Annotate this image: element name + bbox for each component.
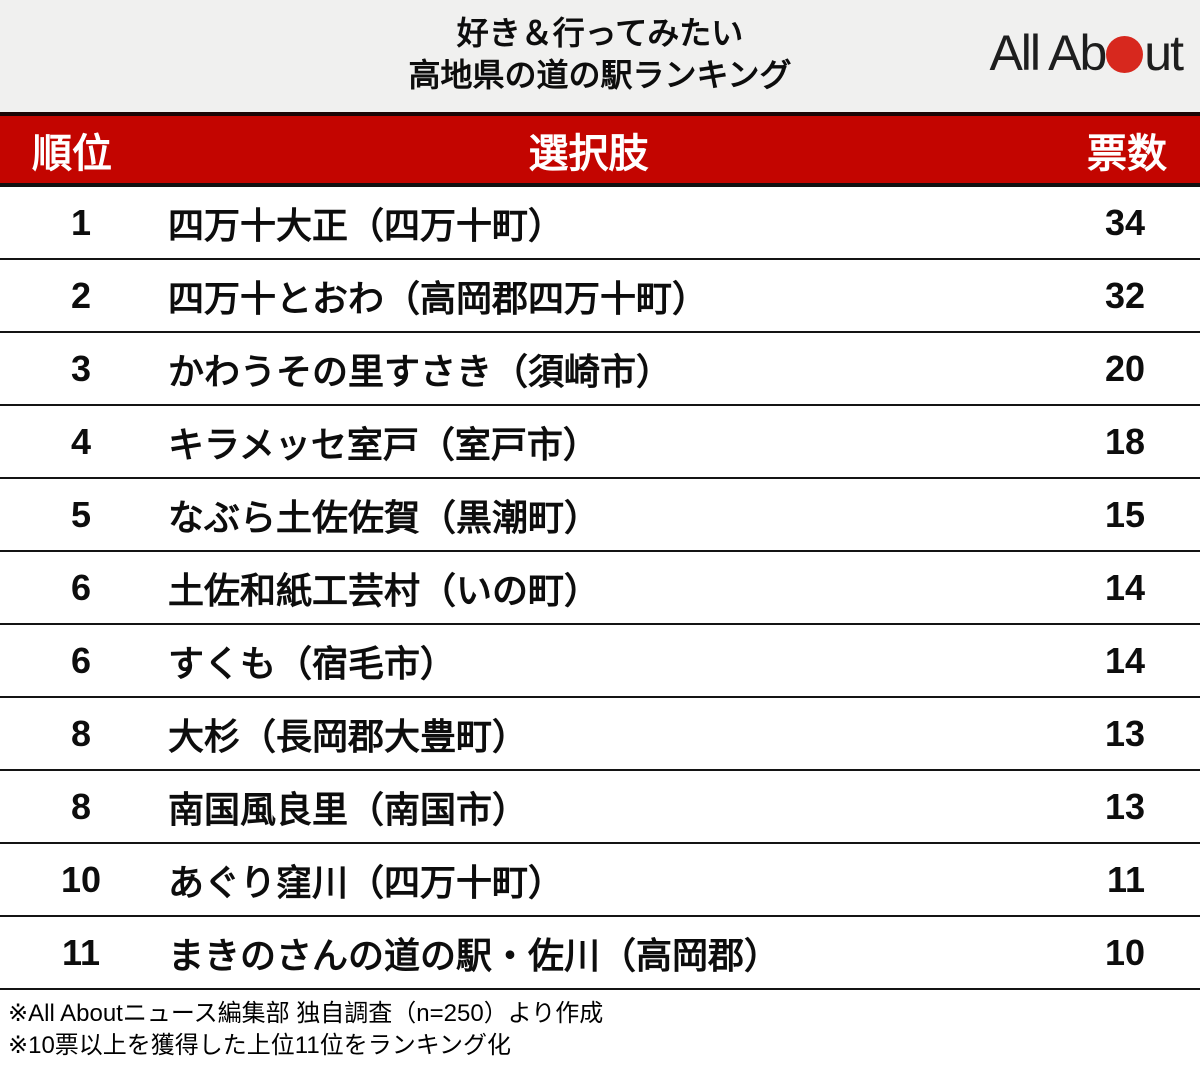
votes-cell: 10	[1104, 931, 1145, 973]
footer-notes: ※All Aboutニュース編集部 独自調査（n=250）より作成 ※10票以上…	[0, 990, 1200, 1062]
rank-cell: 1	[70, 201, 92, 243]
choice-cell: 四万十大正（四万十町）	[168, 204, 565, 246]
choice-cell: 大杉（長岡郡大豊町）	[168, 715, 529, 757]
votes-cell: 34	[1104, 201, 1145, 243]
rank-cell: 2	[70, 274, 92, 316]
rank-cell: 4	[70, 420, 92, 462]
page-header: 好き＆行ってみたい 高地県の道の駅ランキング All Ab ut	[0, 0, 1200, 112]
table-row: 6 すくも（宿毛市） 14	[0, 625, 1200, 698]
table-row: 11 まきのさんの道の駅・佐川（高岡郡） 10	[0, 917, 1200, 990]
source-note: ※All Aboutニュース編集部 独自調査（n=250）より作成	[8, 1000, 604, 1027]
table-row: 10 あぐり窪川（四万十町） 11	[0, 844, 1200, 917]
table-row: 6 土佐和紙工芸村（いの町） 14	[0, 552, 1200, 625]
logo-red-dot-icon	[1106, 36, 1144, 73]
page-title: 好き＆行ってみたい 高地県の道の駅ランキング	[0, 13, 1200, 96]
rank-cell: 6	[70, 639, 92, 681]
page-title-line1: 好き＆行ってみたい	[456, 15, 744, 51]
rank-cell: 8	[70, 785, 92, 827]
table-row: 8 南国風良里（南国市） 13	[0, 771, 1200, 844]
choice-cell: キラメッセ室戸（室戸市）	[168, 423, 599, 465]
choice-cell: かわうその里すさき（須崎市）	[168, 350, 673, 392]
column-header-votes: 票数	[1087, 131, 1167, 176]
choice-cell: なぶら土佐佐賀（黒潮町）	[168, 496, 601, 538]
allabout-logo: All Ab ut	[989, 24, 1184, 82]
votes-cell: 11	[1106, 858, 1145, 900]
table-row: 2 四万十とおわ（高岡郡四万十町） 32	[0, 260, 1200, 333]
column-header-rank: 順位	[32, 131, 112, 176]
table-row: 3 かわうその里すさき（須崎市） 20	[0, 333, 1200, 406]
rank-cell: 10	[60, 858, 102, 900]
votes-cell: 20	[1104, 347, 1145, 389]
table-row: 4 キラメッセ室戸（室戸市） 18	[0, 406, 1200, 479]
table-header-row: 順位 選択肢 票数	[0, 112, 1200, 187]
rank-cell: 5	[70, 493, 92, 535]
rank-cell: 3	[70, 347, 92, 389]
table-body: 1 四万十大正（四万十町） 34 2 四万十とおわ（高岡郡四万十町） 32 3 …	[0, 187, 1200, 990]
logo-text-before: All Ab	[989, 25, 1107, 81]
choice-cell: 土佐和紙工芸村（いの町）	[168, 569, 601, 611]
votes-cell: 13	[1104, 712, 1145, 754]
table-row: 8 大杉（長岡郡大豊町） 13	[0, 698, 1200, 771]
choice-cell: すくも（宿毛市）	[168, 642, 457, 684]
method-note: ※10票以上を獲得した上位11位をランキング化	[8, 1031, 511, 1059]
logo-text-after: ut	[1144, 25, 1184, 81]
votes-cell: 15	[1104, 493, 1145, 535]
votes-cell: 14	[1104, 639, 1145, 681]
votes-cell: 32	[1104, 274, 1145, 316]
votes-cell: 14	[1104, 566, 1145, 608]
page-title-line2: 高地県の道の駅ランキング	[408, 56, 792, 93]
table-row: 1 四万十大正（四万十町） 34	[0, 187, 1200, 260]
table-row: 5 なぶら土佐佐賀（黒潮町） 15	[0, 479, 1200, 552]
choice-cell: まきのさんの道の駅・佐川（高岡郡）	[168, 934, 781, 976]
choice-cell: 四万十とおわ（高岡郡四万十町）	[168, 277, 709, 319]
choice-cell: あぐり窪川（四万十町）	[168, 861, 565, 903]
votes-cell: 13	[1104, 785, 1145, 827]
rank-cell: 8	[70, 712, 92, 754]
column-header-choice: 選択肢	[528, 131, 649, 176]
choice-cell: 南国風良里（南国市）	[168, 788, 529, 830]
votes-cell: 18	[1104, 420, 1145, 462]
rank-cell: 11	[61, 931, 101, 973]
rank-cell: 6	[70, 566, 92, 608]
